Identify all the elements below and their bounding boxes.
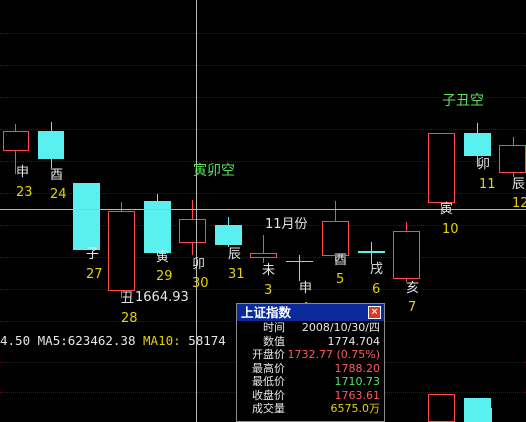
- bar-branch-label: 辰: [228, 247, 242, 262]
- popup-value: 1710.73: [334, 375, 381, 388]
- crosshair-vertical: [196, 0, 197, 422]
- candle-down: [38, 131, 64, 159]
- bar-branch-label: 申: [299, 281, 313, 296]
- ma10-value: 58174: [188, 333, 226, 348]
- price-label: 1664.93: [135, 290, 189, 305]
- bar-branch-label: 申: [16, 165, 30, 180]
- bar-day-label: 12: [512, 196, 526, 211]
- candle-wick: [299, 255, 300, 281]
- popup-value: 1763.61: [334, 388, 381, 402]
- popup-value: 1732.77 (0.75%): [287, 348, 380, 361]
- bar-day-label: 29: [156, 269, 173, 284]
- popup-value: 1774.704: [327, 334, 381, 348]
- popup-key: 时间: [263, 321, 285, 334]
- bar-branch-label: 亥: [406, 281, 420, 296]
- grid-line: [0, 225, 526, 226]
- bar-branch-label: 卯: [477, 157, 491, 172]
- popup-row-value: 数值 1774.704: [237, 335, 384, 349]
- bar-day-label: 28: [121, 311, 138, 326]
- month-annotation: 11月份: [265, 217, 308, 232]
- bar-day-label: 7: [408, 300, 417, 315]
- bar-branch-label: 酉: [334, 253, 348, 268]
- ma5-label: MA5:: [37, 333, 68, 348]
- candle-up: [428, 394, 455, 422]
- grid-line: [0, 289, 526, 290]
- candle-up: [428, 133, 455, 203]
- candle-up: [499, 145, 526, 173]
- popup-row-high: 最高价 1788.20: [237, 362, 384, 376]
- candle-doji: [286, 261, 313, 262]
- popup-title: 上证指数: [241, 305, 292, 320]
- candle-up: [179, 219, 206, 243]
- bar-branch-label: 卯: [192, 257, 206, 272]
- popup-row-close: 收盘价 1763.61: [237, 389, 384, 403]
- bar-branch-label: 子: [86, 247, 100, 262]
- candle-wick: [491, 408, 492, 422]
- popup-row-low: 最低价 1710.73: [237, 375, 384, 389]
- popup-row-volume: 成交量 6575.0万: [237, 402, 384, 416]
- popup-key: 最高价: [252, 361, 285, 375]
- grid-line: [0, 129, 526, 130]
- bar-branch-label: 戌: [370, 262, 384, 277]
- grid-line: [0, 193, 526, 194]
- candle-up: [322, 221, 349, 256]
- ma5-value: 623462.38: [67, 333, 136, 348]
- candle-down: [464, 398, 491, 422]
- empty-branch-annotation: 寅卯空: [193, 163, 235, 179]
- bar-day-label: 11: [479, 177, 496, 192]
- candle-up: [250, 253, 277, 258]
- bar-day-label: 10: [442, 222, 459, 237]
- bar-day-label: 6: [372, 282, 381, 297]
- popup-key: 数值: [263, 334, 285, 348]
- candle-wick: [371, 242, 372, 264]
- bar-branch-label: 辰: [512, 177, 526, 192]
- bar-branch-label: 酉: [50, 168, 64, 183]
- empty-branch-annotation: 子丑空: [442, 93, 484, 109]
- close-icon[interactable]: ×: [368, 306, 381, 319]
- bar-branch-label: 寅: [440, 202, 454, 217]
- candle-up: [3, 131, 29, 151]
- popup-row-open: 开盘价 1732.77 (0.75%): [237, 348, 384, 362]
- popup-title-bar[interactable]: 上证指数 ×: [237, 304, 384, 321]
- candle-up: [108, 211, 135, 291]
- ma-lead-value: 4.50: [0, 333, 31, 348]
- bar-branch-label: 未: [262, 263, 276, 278]
- candle-doji: [358, 251, 385, 253]
- grid-line: [0, 161, 526, 162]
- popup-value: 1788.20: [334, 361, 381, 375]
- popup-value: 6575.0万: [330, 402, 381, 415]
- grid-line: [0, 97, 526, 98]
- crosshair-horizontal: [0, 209, 526, 210]
- bar-day-label: 31: [228, 267, 245, 282]
- candle-up: [393, 231, 420, 279]
- popup-row-time: 时间 2008/10/30/四: [237, 321, 384, 335]
- bar-day-label: 3: [264, 283, 273, 298]
- moving-average-bar: 4.50 MA5:623462.38 MA10: 58174: [0, 332, 526, 350]
- popup-key: 成交量: [252, 402, 285, 415]
- bar-day-label: 27: [86, 267, 103, 282]
- candle-down: [215, 225, 242, 245]
- bar-day-label: 23: [16, 185, 33, 200]
- grid-line: [0, 33, 526, 34]
- bar-branch-label: 丑: [121, 291, 135, 306]
- quote-popup[interactable]: 上证指数 × 时间 2008/10/30/四 数值 1774.704 开盘价 1…: [236, 303, 385, 422]
- candle-down: [73, 183, 100, 250]
- ma10-label: MA10:: [143, 333, 181, 348]
- candle-down: [464, 133, 491, 156]
- popup-value: 2008/10/30/四: [301, 321, 380, 334]
- candle-wick: [263, 235, 264, 263]
- bar-day-label: 24: [50, 187, 67, 202]
- popup-key: 收盘价: [252, 388, 285, 402]
- bar-branch-label: 寅: [156, 250, 170, 265]
- popup-key: 最低价: [252, 375, 285, 388]
- popup-key: 开盘价: [252, 348, 285, 361]
- grid-line: [0, 65, 526, 66]
- bar-day-label: 30: [192, 276, 209, 291]
- bar-day-label: 5: [336, 272, 345, 287]
